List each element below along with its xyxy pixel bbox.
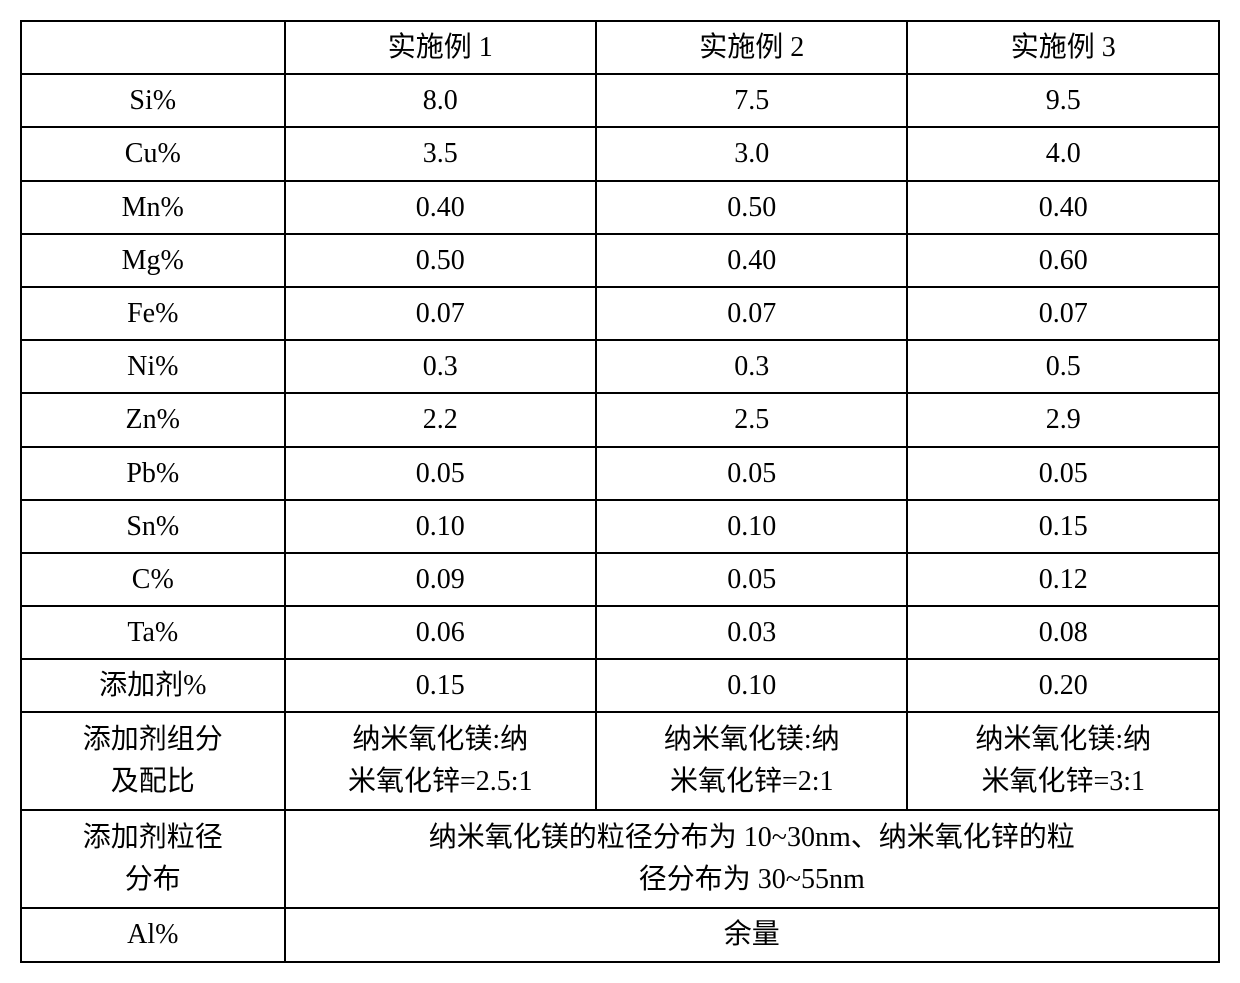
header-blank xyxy=(21,21,285,74)
cell-c-3: 0.12 xyxy=(907,553,1219,606)
value-line: 米氧化锌=3:1 xyxy=(981,766,1145,797)
table-row: Ta% 0.06 0.03 0.08 xyxy=(21,606,1219,659)
cell-ta-3: 0.08 xyxy=(907,606,1219,659)
cell-ni-1: 0.3 xyxy=(285,340,596,393)
cell-fe-1: 0.07 xyxy=(285,287,596,340)
composition-table: 实施例 1 实施例 2 实施例 3 Si% 8.0 7.5 9.5 Cu% 3.… xyxy=(20,20,1220,963)
value-line: 纳米氧化镁:纳 xyxy=(352,724,528,755)
cell-ni-3: 0.5 xyxy=(907,340,1219,393)
table-row: Mn% 0.40 0.50 0.40 xyxy=(21,181,1219,234)
cell-fe-3: 0.07 xyxy=(907,287,1219,340)
row-label-mn: Mn% xyxy=(21,181,285,234)
value-line: 纳米氧化镁的粒径分布为 10~30nm、纳米氧化锌的粒 xyxy=(429,822,1075,853)
cell-si-1: 8.0 xyxy=(285,74,596,127)
table-row: Sn% 0.10 0.10 0.15 xyxy=(21,500,1219,553)
header-example-2: 实施例 2 xyxy=(596,21,907,74)
cell-pb-1: 0.05 xyxy=(285,447,596,500)
cell-cu-2: 3.0 xyxy=(596,127,907,180)
cell-pb-2: 0.05 xyxy=(596,447,907,500)
cell-sn-3: 0.15 xyxy=(907,500,1219,553)
cell-additive-ratio-2: 纳米氧化镁:纳 米氧化锌=2:1 xyxy=(596,712,907,810)
cell-si-3: 9.5 xyxy=(907,74,1219,127)
table-row: Cu% 3.5 3.0 4.0 xyxy=(21,127,1219,180)
table-row-particle-dist: 添加剂粒径 分布 纳米氧化镁的粒径分布为 10~30nm、纳米氧化锌的粒 径分布… xyxy=(21,810,1219,908)
label-line: 添加剂组分 xyxy=(83,724,223,755)
cell-additive-pct-3: 0.20 xyxy=(907,659,1219,712)
row-label-ni: Ni% xyxy=(21,340,285,393)
cell-zn-2: 2.5 xyxy=(596,393,907,446)
label-line: 添加剂粒径 xyxy=(83,822,223,853)
label-line: 分布 xyxy=(125,864,181,895)
cell-cu-1: 3.5 xyxy=(285,127,596,180)
cell-particle-dist-merged: 纳米氧化镁的粒径分布为 10~30nm、纳米氧化锌的粒 径分布为 30~55nm xyxy=(285,810,1219,908)
row-label-pb: Pb% xyxy=(21,447,285,500)
cell-additive-ratio-3: 纳米氧化镁:纳 米氧化锌=3:1 xyxy=(907,712,1219,810)
row-label-sn: Sn% xyxy=(21,500,285,553)
cell-si-2: 7.5 xyxy=(596,74,907,127)
table-row: Mg% 0.50 0.40 0.60 xyxy=(21,234,1219,287)
cell-pb-3: 0.05 xyxy=(907,447,1219,500)
cell-mn-1: 0.40 xyxy=(285,181,596,234)
table-row-al: Al% 余量 xyxy=(21,908,1219,961)
row-label-c: C% xyxy=(21,553,285,606)
header-example-1: 实施例 1 xyxy=(285,21,596,74)
label-line: 及配比 xyxy=(111,766,195,797)
row-label-additive-ratio: 添加剂组分 及配比 xyxy=(21,712,285,810)
cell-cu-3: 4.0 xyxy=(907,127,1219,180)
cell-mn-2: 0.50 xyxy=(596,181,907,234)
cell-c-1: 0.09 xyxy=(285,553,596,606)
table-row: C% 0.09 0.05 0.12 xyxy=(21,553,1219,606)
value-line: 米氧化锌=2:1 xyxy=(670,766,834,797)
table-row: Zn% 2.2 2.5 2.9 xyxy=(21,393,1219,446)
row-label-cu: Cu% xyxy=(21,127,285,180)
cell-al-merged: 余量 xyxy=(285,908,1219,961)
cell-c-2: 0.05 xyxy=(596,553,907,606)
cell-additive-ratio-1: 纳米氧化镁:纳 米氧化锌=2.5:1 xyxy=(285,712,596,810)
row-label-particle-dist: 添加剂粒径 分布 xyxy=(21,810,285,908)
table-header-row: 实施例 1 实施例 2 实施例 3 xyxy=(21,21,1219,74)
table-row: Fe% 0.07 0.07 0.07 xyxy=(21,287,1219,340)
row-label-fe: Fe% xyxy=(21,287,285,340)
cell-fe-2: 0.07 xyxy=(596,287,907,340)
table-row-additive-ratio: 添加剂组分 及配比 纳米氧化镁:纳 米氧化锌=2.5:1 纳米氧化镁:纳 米氧化… xyxy=(21,712,1219,810)
row-label-si: Si% xyxy=(21,74,285,127)
cell-sn-2: 0.10 xyxy=(596,500,907,553)
row-label-zn: Zn% xyxy=(21,393,285,446)
table-row: Ni% 0.3 0.3 0.5 xyxy=(21,340,1219,393)
cell-mg-3: 0.60 xyxy=(907,234,1219,287)
table-row: Pb% 0.05 0.05 0.05 xyxy=(21,447,1219,500)
cell-sn-1: 0.10 xyxy=(285,500,596,553)
table-row: Si% 8.0 7.5 9.5 xyxy=(21,74,1219,127)
value-line: 纳米氧化镁:纳 xyxy=(664,724,840,755)
cell-mg-1: 0.50 xyxy=(285,234,596,287)
value-line: 径分布为 30~55nm xyxy=(639,864,865,895)
composition-table-wrapper: 实施例 1 实施例 2 实施例 3 Si% 8.0 7.5 9.5 Cu% 3.… xyxy=(20,20,1220,963)
value-line: 纳米氧化镁:纳 xyxy=(975,724,1151,755)
row-label-mg: Mg% xyxy=(21,234,285,287)
cell-ni-2: 0.3 xyxy=(596,340,907,393)
cell-additive-pct-2: 0.10 xyxy=(596,659,907,712)
cell-ta-2: 0.03 xyxy=(596,606,907,659)
cell-zn-1: 2.2 xyxy=(285,393,596,446)
value-line: 米氧化锌=2.5:1 xyxy=(348,766,533,797)
cell-ta-1: 0.06 xyxy=(285,606,596,659)
row-label-al: Al% xyxy=(21,908,285,961)
cell-additive-pct-1: 0.15 xyxy=(285,659,596,712)
row-label-additive-pct: 添加剂% xyxy=(21,659,285,712)
cell-mn-3: 0.40 xyxy=(907,181,1219,234)
row-label-ta: Ta% xyxy=(21,606,285,659)
cell-mg-2: 0.40 xyxy=(596,234,907,287)
cell-zn-3: 2.9 xyxy=(907,393,1219,446)
table-row: 添加剂% 0.15 0.10 0.20 xyxy=(21,659,1219,712)
header-example-3: 实施例 3 xyxy=(907,21,1219,74)
